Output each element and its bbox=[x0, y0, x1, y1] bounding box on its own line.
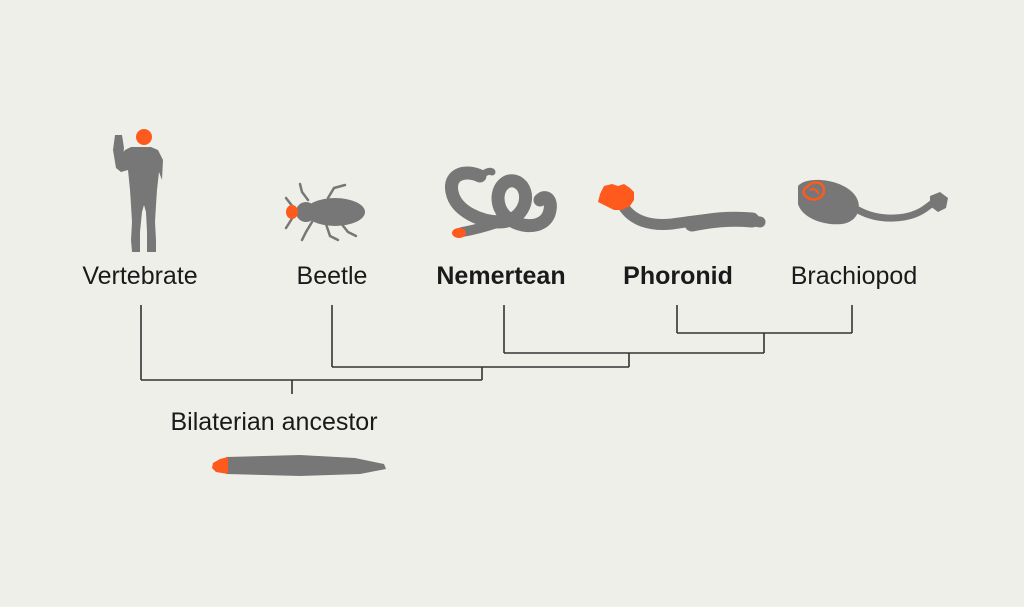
ancestor-label: Bilaterian ancestor bbox=[170, 408, 378, 436]
node-protostomes bbox=[332, 366, 629, 380]
taxon-label-beetle: Beetle bbox=[296, 262, 368, 290]
taxon-label-nemertean: Nemertean bbox=[436, 262, 566, 290]
ancestor-worm-icon bbox=[212, 455, 386, 476]
taxon-label-phoronid: Phoronid bbox=[623, 262, 733, 290]
phylogenetic-tree bbox=[140, 305, 853, 394]
taxon-label-vertebrate: Vertebrate bbox=[82, 262, 198, 290]
node-phoronid-brachiopod bbox=[677, 332, 852, 353]
nemertean-worm-icon bbox=[445, 166, 557, 238]
taxon-label-brachiopod: Brachiopod bbox=[790, 262, 918, 290]
beetle-silhouette-icon bbox=[284, 182, 365, 242]
node-bilateria bbox=[141, 379, 482, 394]
human-silhouette-icon bbox=[113, 129, 163, 252]
node-lophotrochozoa bbox=[504, 352, 764, 367]
phoronid-worm-icon bbox=[598, 184, 766, 232]
brachiopod-icon bbox=[798, 179, 948, 225]
